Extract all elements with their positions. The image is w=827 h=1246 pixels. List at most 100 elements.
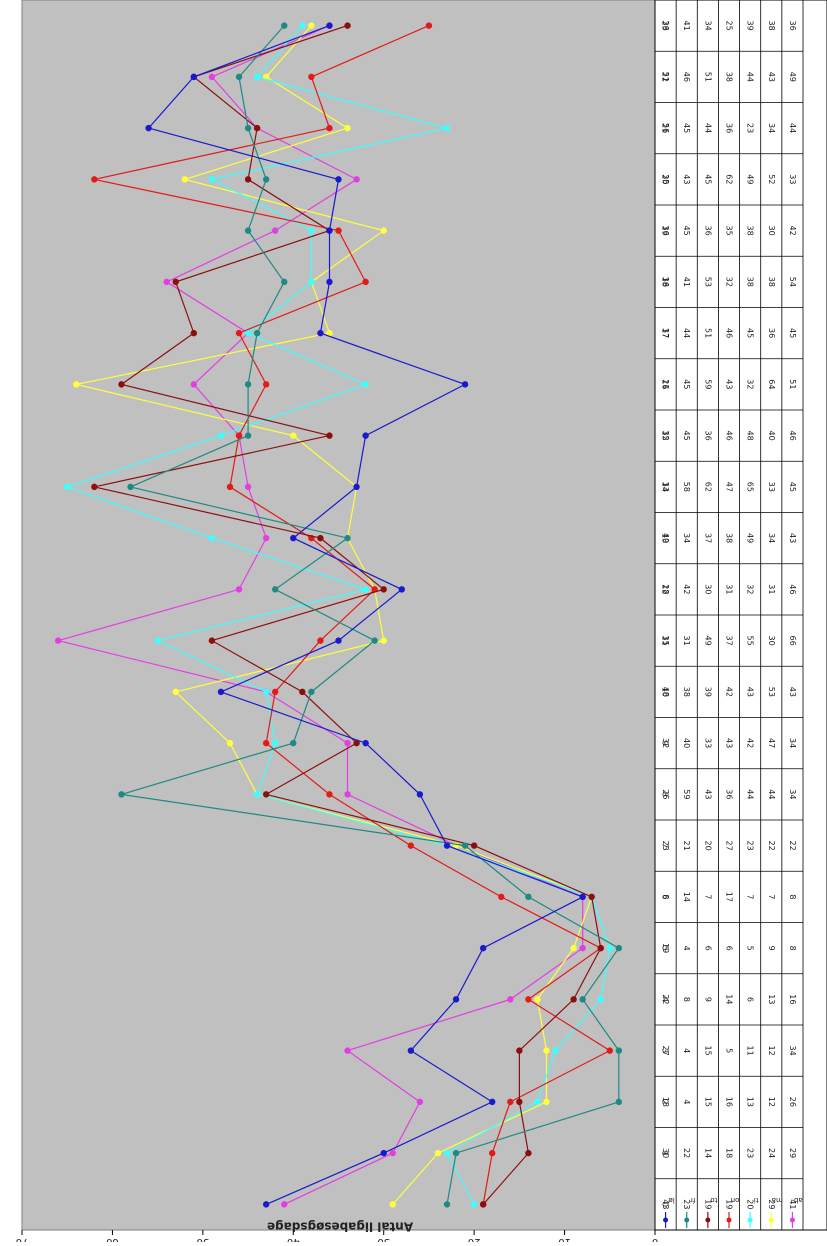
data-point-to (516, 1047, 523, 1054)
data-table-value: 42 (788, 226, 797, 236)
data-point-fr (308, 688, 315, 696)
data-table-value: 62 (725, 174, 734, 184)
data-table-value: 45 (682, 431, 691, 441)
legend-key-marker (726, 1217, 732, 1223)
data-table-value: 34 (788, 789, 797, 799)
category-label: 11 (661, 636, 670, 646)
data-table-value: 43 (725, 738, 734, 748)
data-table-value: 45 (682, 379, 691, 389)
data-point-fr (371, 637, 378, 644)
data-point-to (326, 432, 333, 439)
data-point-ab (344, 791, 351, 798)
legend-key-marker (747, 1217, 753, 1223)
data-table-value: 56 (661, 123, 670, 133)
data-table-value: 47 (767, 738, 776, 748)
data-table-value: 36 (767, 328, 776, 338)
legend-label: ab (794, 1196, 803, 1204)
data-table-value: 14 (682, 892, 691, 902)
legend-key-marker (789, 1217, 795, 1223)
legend-key-marker (705, 1217, 711, 1223)
data-point-to (597, 944, 604, 952)
data-table-value: 59 (703, 379, 712, 389)
data-point-lø (317, 329, 324, 337)
data-table-value: 44 (767, 789, 776, 799)
data-table-value: 51 (703, 72, 712, 82)
data-point-lø (362, 739, 369, 747)
data-point-on (226, 483, 234, 491)
data-table-value: 35 (725, 226, 734, 236)
data-table-value: 38 (746, 277, 755, 287)
data-table-value: 45 (746, 328, 755, 338)
data-table-value: 32 (661, 431, 670, 441)
data-point-lø (326, 278, 333, 286)
data-point-lø (326, 227, 333, 234)
data-table-value: 29 (788, 1148, 797, 1158)
data-table-value: 44 (788, 123, 797, 133)
data-table-value: 13 (767, 994, 776, 1004)
data-table-value: 49 (746, 174, 755, 184)
data-point-fr (253, 329, 261, 337)
data-table-value: 32 (725, 277, 734, 287)
data-table-value: 26 (788, 1097, 797, 1107)
data-table-value: 33 (703, 738, 712, 748)
data-table-value: 23 (661, 841, 670, 851)
data-table-value: 17 (725, 892, 734, 902)
data-table-value: 34 (682, 533, 691, 543)
data-point-ma (344, 124, 351, 132)
data-table-value: 37 (661, 328, 670, 338)
data-point-lø (407, 1047, 415, 1054)
category-label: 6 (661, 894, 670, 899)
data-table-value: 65 (746, 482, 755, 492)
category-label: 5 (661, 946, 670, 951)
data-point-ma (534, 996, 541, 1003)
data-table-value: 19 (703, 1199, 712, 1209)
data-point-ma (380, 227, 387, 234)
data-table-value: 42 (725, 687, 734, 697)
data-point-ab (235, 586, 243, 593)
y-axis-title: Antal ligabesøgsdage (267, 1220, 413, 1234)
data-table-value: 9 (703, 997, 712, 1002)
data-point-ab (389, 1149, 396, 1157)
data-table-value: 30 (767, 636, 776, 646)
data-point-ti (262, 688, 270, 696)
data-table-value: 9 (767, 946, 776, 951)
data-table-value: 38 (725, 533, 734, 543)
y-tick-label: 10 (558, 1236, 571, 1242)
series-line-ti (65, 25, 611, 1205)
data-point-ti (606, 944, 613, 952)
data-table-value: 48 (661, 687, 670, 697)
data-point-ma (308, 22, 315, 29)
data-table-value: 33 (767, 482, 776, 492)
data-point-to (91, 483, 98, 491)
y-tick-label: 50 (196, 1236, 209, 1242)
data-point-to (118, 381, 125, 388)
data-table-value: 44 (682, 328, 691, 338)
series-line-on (94, 25, 612, 1205)
data-table-value: 30 (703, 584, 712, 594)
data-table-value: 14 (703, 1148, 712, 1158)
data-point-lø (335, 637, 342, 644)
data-point-fr (262, 176, 270, 183)
data-point-ab (281, 1201, 288, 1208)
data-table-value: 4 (682, 1048, 691, 1053)
data-point-ti (64, 483, 71, 491)
data-point-ti (308, 278, 315, 286)
data-point-to (516, 1098, 523, 1106)
data-table-value: 30 (661, 1148, 670, 1158)
data-table-value: 46 (725, 328, 734, 338)
data-point-ti (208, 534, 216, 542)
series-line-ab (55, 25, 584, 1205)
data-point-ti (308, 227, 315, 234)
data-table-value: 44 (746, 789, 755, 799)
data-table-value: 37 (703, 533, 712, 543)
data-table-value: 43 (767, 72, 776, 82)
legend-label: lø (668, 1196, 675, 1204)
data-table-value: 25 (725, 21, 734, 31)
data-point-to (253, 124, 261, 132)
data-table-value: 46 (682, 72, 691, 82)
data-table-value: 36 (703, 431, 712, 441)
data-table-value: 45 (703, 174, 712, 184)
category-label: 0 (661, 1202, 670, 1207)
data-table-value: 40 (682, 738, 691, 748)
y-tick-label: 30 (377, 1236, 390, 1242)
